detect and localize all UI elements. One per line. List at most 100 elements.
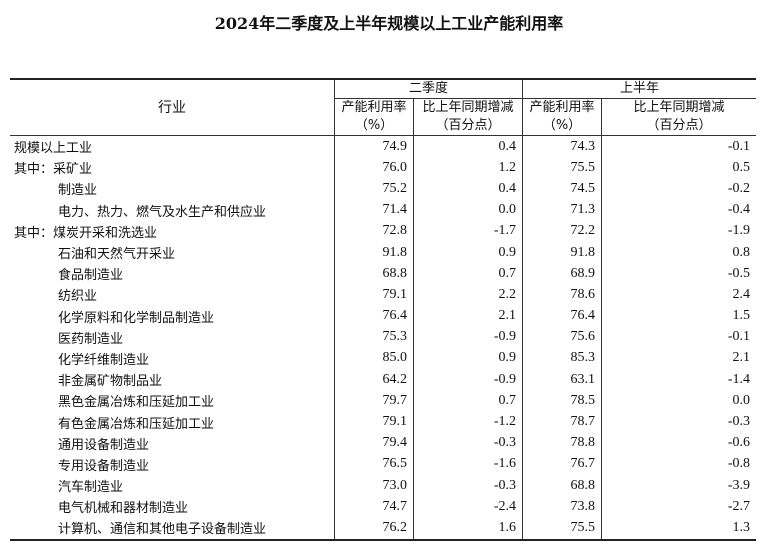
q2-change: 2.1 — [413, 305, 523, 327]
q2-change: 0.4 — [413, 135, 523, 158]
h1-rate: 78.5 — [522, 390, 602, 412]
h1-change: -1.9 — [601, 220, 756, 242]
industry-name: 食品制造业 — [58, 268, 124, 284]
h1-change: -0.3 — [601, 411, 756, 433]
table-row: 非金属矿物制品业 64.2 -0.9 63.1 -1.4 — [10, 369, 756, 391]
h1-rate: 72.2 — [522, 220, 602, 242]
h1-change: -2.7 — [601, 496, 756, 518]
table-row: 化学纤维制造业 85.0 0.9 85.3 2.1 — [10, 347, 756, 370]
h1-rate: 68.9 — [522, 263, 602, 285]
q2-change: 1.2 — [413, 157, 523, 179]
industry-name: 化学纤维制造业 — [58, 352, 150, 368]
table-row: 石油和天然气开采业 91.8 0.9 91.8 0.8 — [10, 241, 756, 264]
q2-change: -0.3 — [413, 475, 523, 497]
table-row: 其中：采矿业 76.0 1.2 75.5 0.5 — [10, 157, 756, 179]
header-q2: 二季度 — [334, 78, 523, 99]
q2-rate: 79.7 — [334, 390, 414, 412]
table-row: 医药制造业 75.3 -0.9 75.6 -0.1 — [10, 326, 756, 348]
h1-change: -1.4 — [601, 369, 756, 391]
industry-name: 医药制造业 — [58, 331, 124, 347]
q2-change: -1.7 — [413, 220, 523, 242]
industry-name: 汽车制造业 — [58, 480, 124, 496]
industry-name: 电气机械和器材制造业 — [58, 501, 189, 517]
q2-change: -0.3 — [413, 432, 523, 454]
h1-change: 2.1 — [601, 347, 756, 370]
h1-change: -3.9 — [601, 475, 756, 497]
table-row: 汽车制造业 73.0 -0.3 68.8 -3.9 — [10, 475, 756, 497]
q2-rate: 79.1 — [334, 284, 414, 306]
table-row: 黑色金属冶炼和压延加工业 79.7 0.7 78.5 0.0 — [10, 390, 756, 412]
h1-rate: 71.3 — [522, 199, 602, 221]
h1-change: -0.1 — [601, 326, 756, 348]
q2-change: -1.6 — [413, 453, 523, 475]
q2-rate: 76.5 — [334, 453, 414, 475]
industry-name: 专用设备制造业 — [58, 458, 150, 474]
table-row: 专用设备制造业 76.5 -1.6 76.7 -0.8 — [10, 453, 756, 475]
header-industry: 行业 — [10, 78, 335, 136]
h1-rate: 73.8 — [522, 496, 602, 518]
h1-rate: 76.7 — [522, 453, 602, 475]
industry-name: 通用设备制造业 — [58, 437, 150, 453]
q2-change: 0.9 — [413, 347, 523, 370]
table-row: 规模以上工业 74.9 0.4 74.3 -0.1 — [10, 135, 756, 158]
table-row: 食品制造业 68.8 0.7 68.9 -0.5 — [10, 263, 756, 285]
h1-rate: 78.6 — [522, 284, 602, 306]
q2-rate: 76.4 — [334, 305, 414, 327]
industry-name: 电力、热力、燃气及水生产和供应业 — [58, 204, 267, 220]
q2-rate: 79.1 — [334, 411, 414, 433]
table-row: 有色金属冶炼和压延加工业 79.1 -1.2 78.7 -0.3 — [10, 411, 756, 433]
industry-name: 石油和天然气开采业 — [58, 247, 176, 263]
q2-rate: 76.2 — [334, 517, 414, 540]
h1-change: 0.5 — [601, 157, 756, 179]
q2-rate: 79.4 — [334, 432, 414, 454]
header-q2-change: 比上年同期增减 （百分点） — [413, 98, 523, 136]
h1-change: -0.2 — [601, 178, 756, 200]
q2-rate: 74.9 — [334, 135, 414, 158]
h1-rate: 74.3 — [522, 135, 602, 158]
h1-rate: 91.8 — [522, 241, 602, 264]
q2-change: -0.9 — [413, 326, 523, 348]
q2-rate: 72.8 — [334, 220, 414, 242]
h1-rate: 74.5 — [522, 178, 602, 200]
industry-name: 化学原料和化学制品制造业 — [58, 310, 215, 326]
page-title: 2024年二季度及上半年规模以上工业产能利用率 — [214, 14, 564, 33]
h1-change: 0.0 — [601, 390, 756, 412]
table-row: 化学原料和化学制品制造业 76.4 2.1 76.4 1.5 — [10, 305, 756, 327]
q2-change: -1.2 — [413, 411, 523, 433]
industry-name: 有色金属冶炼和压延加工业 — [58, 416, 215, 432]
table-row: 电力、热力、燃气及水生产和供应业 71.4 0.0 71.3 -0.4 — [10, 199, 756, 221]
h1-rate: 75.6 — [522, 326, 602, 348]
q2-change: 1.6 — [413, 517, 523, 540]
h1-change: 1.5 — [601, 305, 756, 327]
q2-rate: 85.0 — [334, 347, 414, 370]
industry-name: 其中：煤炭开采和洗选业 — [14, 225, 158, 241]
industry-name: 纺织业 — [58, 289, 98, 305]
q2-rate: 71.4 — [334, 199, 414, 221]
h1-rate: 75.5 — [522, 517, 602, 540]
q2-rate: 91.8 — [334, 241, 414, 264]
h1-change: -0.1 — [601, 135, 756, 158]
h1-rate: 68.8 — [522, 475, 602, 497]
h1-rate: 85.3 — [522, 347, 602, 370]
h1-change: -0.6 — [601, 432, 756, 454]
h1-rate: 75.5 — [522, 157, 602, 179]
q2-rate: 68.8 — [334, 263, 414, 285]
industry-name: 非金属矿物制品业 — [58, 374, 163, 390]
q2-rate: 76.0 — [334, 157, 414, 179]
industry-name: 黑色金属冶炼和压延加工业 — [58, 395, 215, 411]
q2-rate: 75.3 — [334, 326, 414, 348]
table-row: 计算机、通信和其他电子设备制造业 76.2 1.6 75.5 1.3 — [10, 517, 756, 540]
industry-name: 规模以上工业 — [14, 141, 93, 157]
industry-name: 计算机、通信和其他电子设备制造业 — [58, 522, 267, 538]
industry-name: 制造业 — [58, 183, 98, 199]
h1-change: 0.8 — [601, 241, 756, 264]
h1-rate: 78.8 — [522, 432, 602, 454]
h1-change: -0.8 — [601, 453, 756, 475]
header-h1-rate: 产能利用率 （%） — [522, 98, 602, 136]
h1-change: -0.5 — [601, 263, 756, 285]
q2-rate: 64.2 — [334, 369, 414, 391]
table-row: 制造业 75.2 0.4 74.5 -0.2 — [10, 178, 756, 200]
industry-name: 其中：采矿业 — [14, 162, 93, 178]
q2-rate: 73.0 — [334, 475, 414, 497]
q2-change: 0.0 — [413, 199, 523, 221]
